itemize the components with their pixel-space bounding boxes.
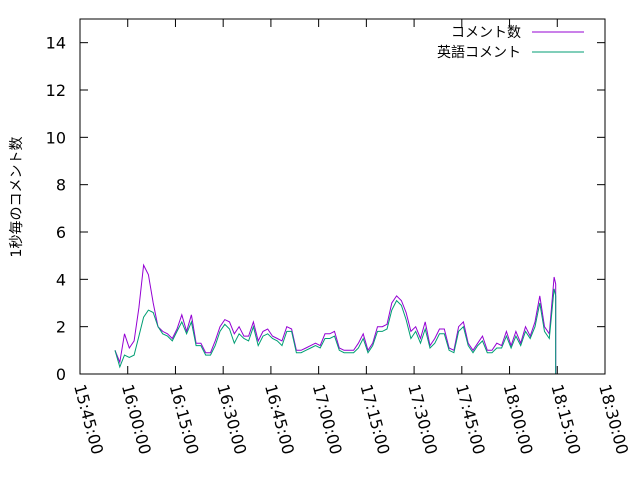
y-tick-label: 8 (56, 176, 66, 195)
y-tick-label: 10 (46, 128, 66, 147)
y-tick-label: 12 (46, 81, 66, 100)
series-line-0 (114, 263, 557, 374)
legend-label: コメント数 (451, 25, 521, 41)
y-axis-label: 1秒毎のコメント数 (9, 137, 25, 258)
y-axis: 0 2 4 6 8 10 12 14 (46, 34, 605, 384)
series-line-1 (114, 288, 557, 374)
legend-label: 英語コメント (437, 44, 521, 61)
y-tick-label: 2 (56, 318, 66, 337)
y-tick-label: 6 (56, 223, 66, 242)
y-tick-label: 4 (56, 270, 66, 289)
plot-lines (114, 263, 557, 374)
plot-frame (79, 18, 606, 375)
y-tick-label: 14 (46, 34, 66, 53)
y-tick-label: 0 (56, 365, 66, 384)
